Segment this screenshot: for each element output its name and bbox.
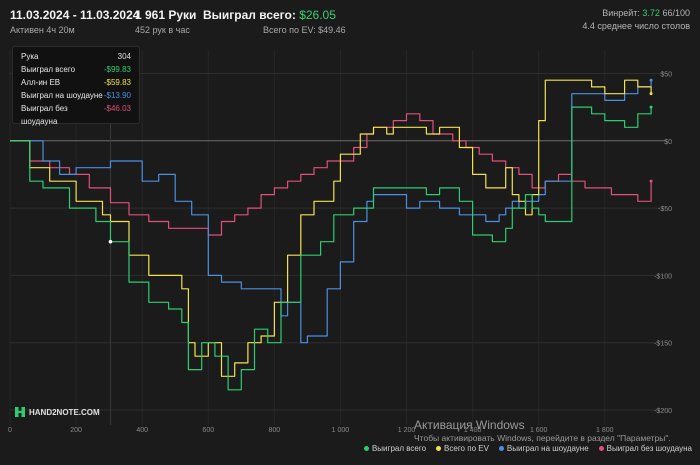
hand2note-logo-icon [15, 407, 25, 417]
tooltip-label: Выиграл всего [21, 65, 76, 74]
tooltip-row: Алл-ин EB -$59.83 [13, 76, 139, 89]
date-block: 11.03.2024 - 11.03.2024 Активен 4ч 20м [10, 8, 139, 35]
x-tick-label: 1 200 [398, 427, 416, 434]
winrate-value: 3.72 [642, 8, 660, 18]
legend-item[interactable]: Выиграл на шоудауне [498, 444, 589, 453]
tooltip-value: -$13.90 [103, 91, 131, 100]
hands-count: 1 961 Руки [135, 8, 197, 22]
date-range: 11.03.2024 - 11.03.2024 [10, 8, 140, 22]
legend-item[interactable]: Выиграл без шоудауна [598, 444, 692, 453]
winrate-block: Винрейт: 3.72 66/100 4.4 среднее число с… [582, 8, 690, 34]
tooltip-value: 304 [117, 52, 131, 61]
legend-dot-icon [363, 446, 369, 451]
legend-dot-icon [598, 446, 604, 451]
won-total-value: $26.05 [299, 8, 336, 22]
hands-block: 1 961 Руки 452 рук в час [135, 8, 196, 35]
series-end-point [649, 92, 653, 96]
y-tick-label: -$200 [654, 408, 672, 415]
legend-dot-icon [498, 446, 504, 451]
hover-marker-dot [108, 239, 113, 244]
series-end-point [649, 105, 653, 109]
series-line [10, 113, 652, 236]
x-tick-label: 600 [202, 427, 214, 434]
tooltip-row: Выиграл всего -$99.83 [13, 63, 139, 76]
legend-label: Выиграл всего [371, 444, 427, 453]
tooltip-row: Рука 304 [13, 47, 139, 63]
legend-item[interactable]: Всего по EV [436, 444, 489, 453]
x-tick-label: 800 [269, 427, 281, 434]
y-tick-label: -$150 [654, 341, 672, 348]
x-tick-label: 0 [8, 427, 12, 434]
winrate-per: 66/100 [662, 8, 690, 18]
x-tick-label: 1 800 [596, 427, 614, 434]
tooltip-value: -$46.03 [103, 104, 131, 113]
legend-item[interactable]: Выиграл всего [363, 444, 427, 453]
winrate-label: Винрейт: [602, 8, 640, 18]
watermark-title: Активация Windows [414, 418, 525, 432]
tooltip-label: Выиграл без шоудауна [21, 104, 68, 126]
active-time: Активен 4ч 20м [10, 25, 75, 35]
winnings-block: Выиграл всего: $26.05 Всего по EV: $49.4… [203, 8, 346, 35]
y-tick-label: -$100 [654, 273, 672, 280]
summary-header: 11.03.2024 - 11.03.2024 Активен 4ч 20м 1… [0, 0, 700, 40]
x-tick-label: 1 600 [530, 427, 548, 434]
legend-label: Выиграл на шоудауне [506, 444, 589, 453]
hover-tooltip: Рука 304 Выиграл всего -$99.83 Алл-ин EB -$59… [12, 46, 140, 126]
avg-tables: 4.4 среднее число столов [582, 21, 690, 31]
x-tick-label: 1 400 [464, 427, 482, 434]
series-end-point [649, 78, 653, 82]
tooltip-label: Алл-ин EB [21, 78, 61, 87]
series-line [10, 80, 652, 344]
legend-label: Всего по EV [444, 444, 489, 453]
legend-dot-icon [436, 446, 442, 451]
logo-text: HAND2NOTE.COM [29, 407, 100, 417]
watermark-text: Чтобы активировать Windows, перейдите в … [414, 433, 671, 443]
x-tick-label: 400 [136, 427, 148, 434]
tooltip-row: Выиграл на шоудауне -$13.90 [13, 89, 139, 102]
tooltip-value: -$99.83 [103, 65, 131, 74]
series-end-point [649, 179, 653, 183]
hands-per-hour: 452 рук в час [135, 25, 190, 35]
y-tick-label: -$50 [658, 206, 672, 213]
legend-label: Выиграл без шоудауна [606, 444, 692, 453]
series-line [10, 106, 652, 391]
windows-activation-watermark: Активация Windows Чтобы активировать Win… [414, 418, 671, 443]
series-line [10, 79, 652, 377]
tooltip-row: Выиграл без шоудауна -$46.03 [13, 102, 139, 128]
y-tick-label: $0 [664, 139, 672, 146]
won-total-label: Выиграл всего: [203, 8, 296, 22]
chart-legend: Выиграл всего Всего по EV Выиграл на шоуда… [363, 444, 692, 453]
x-tick-label: 200 [70, 427, 82, 434]
hand2note-logo: HAND2NOTE.COM [15, 407, 100, 417]
tooltip-value: -$59.83 [103, 78, 131, 87]
x-tick-label: 1 000 [332, 427, 350, 434]
tooltip-label: Рука [21, 52, 39, 61]
tooltip-label: Выиграл на шоудауне [21, 91, 103, 100]
y-tick-label: $50 [660, 71, 672, 78]
ev-total: Всего по EV: $49.46 [263, 25, 346, 35]
